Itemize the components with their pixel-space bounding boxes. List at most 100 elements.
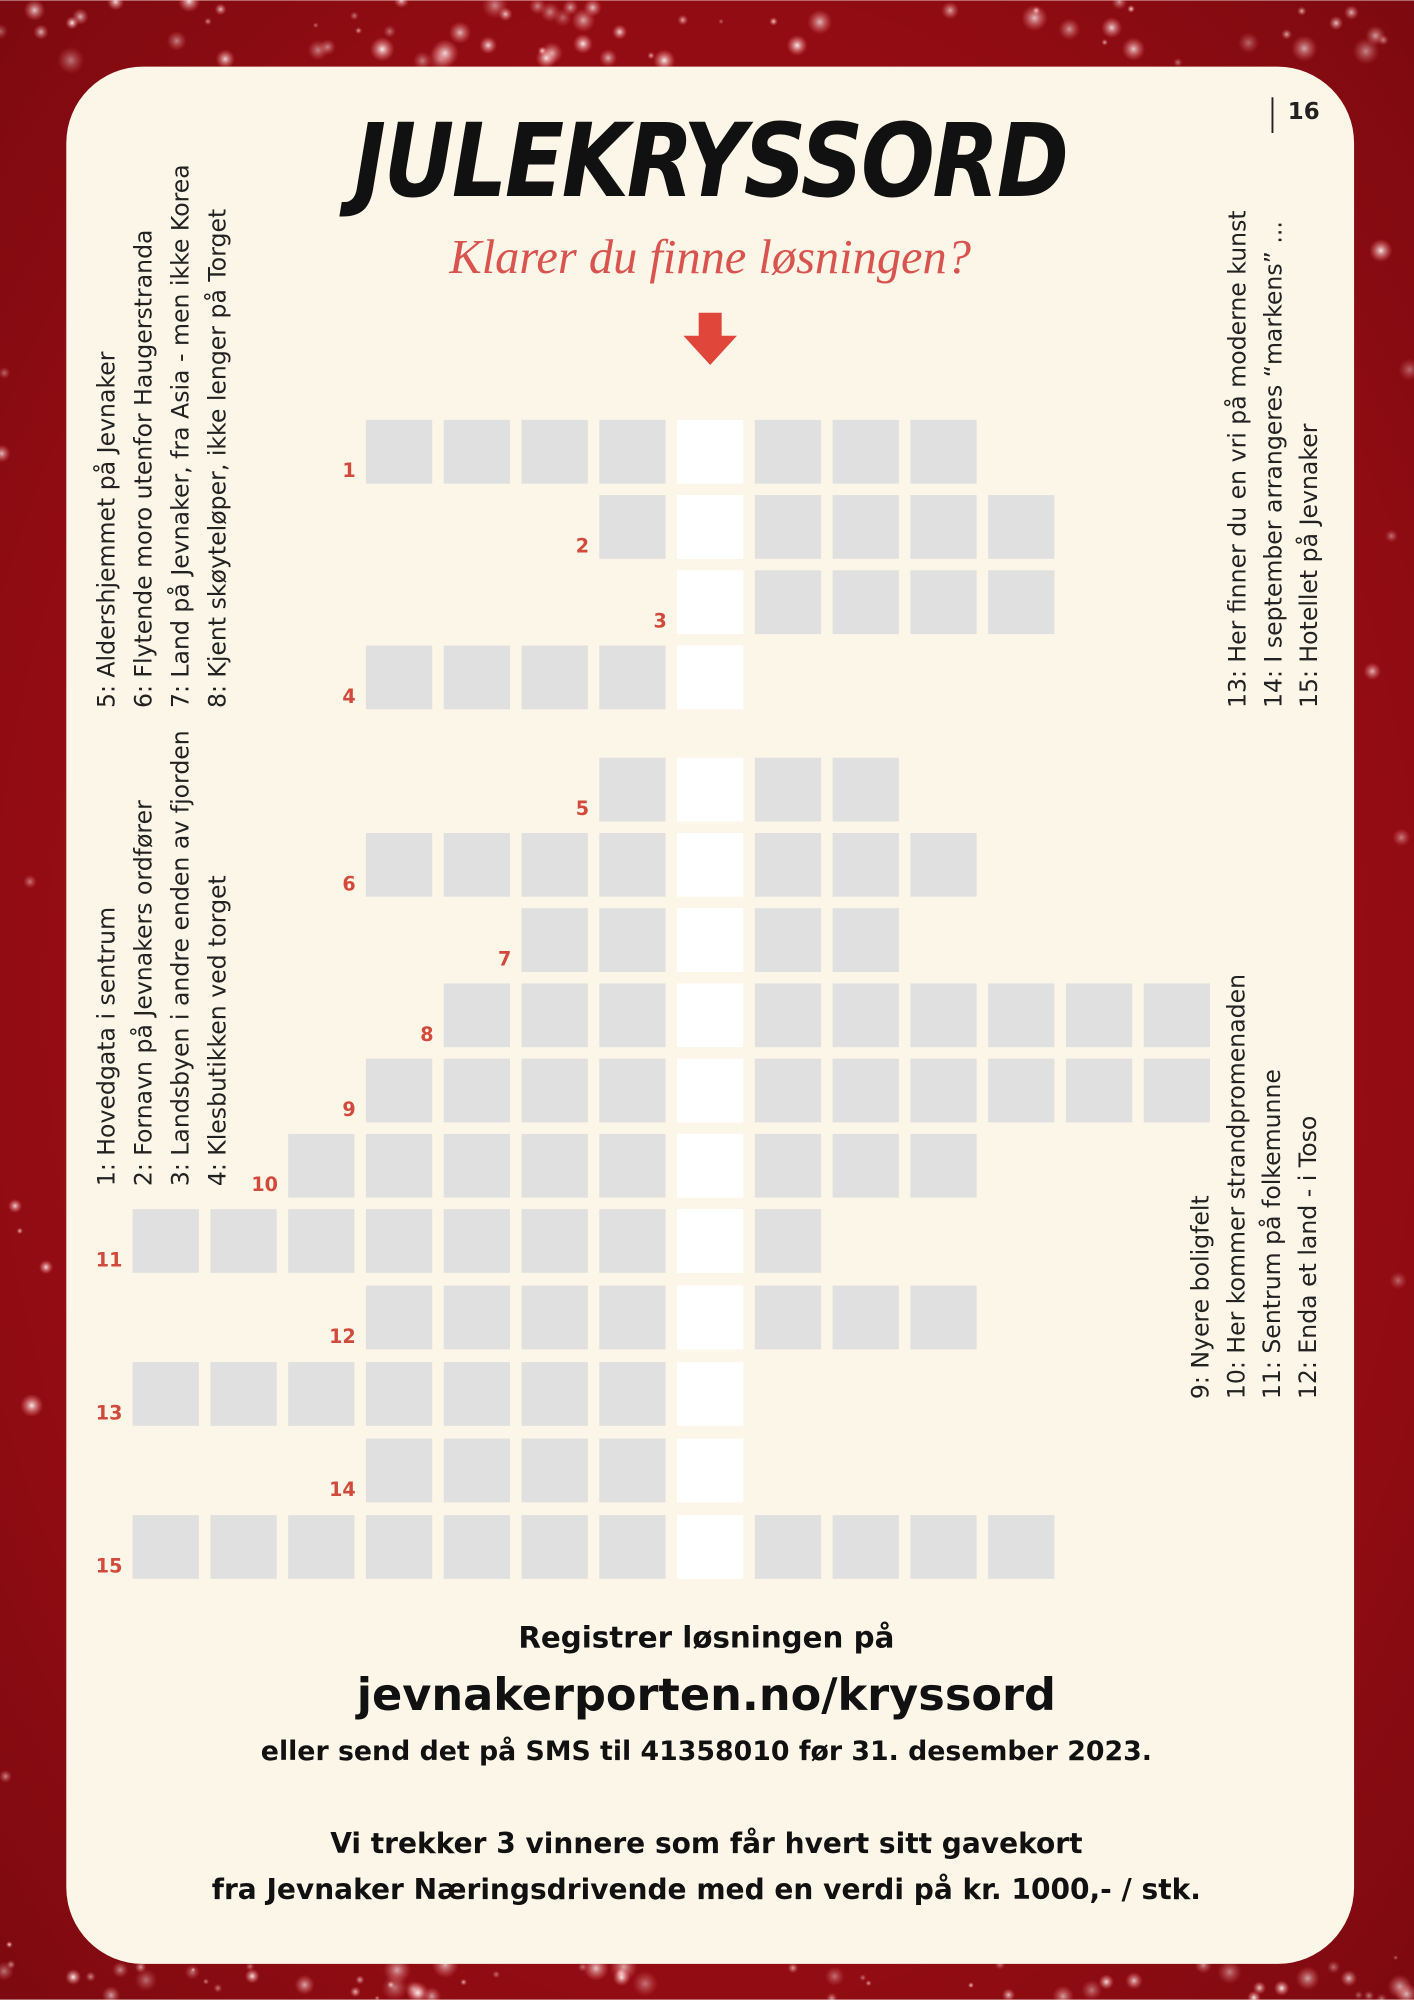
cell	[988, 1515, 1055, 1579]
cell	[754, 1133, 822, 1198]
cell	[832, 1133, 899, 1198]
cell	[754, 419, 822, 484]
bokeh	[460, 1978, 468, 1986]
cell	[988, 983, 1055, 1048]
bokeh	[865, 1979, 872, 1987]
cell	[1143, 1058, 1210, 1123]
bokeh	[1344, 5, 1359, 20]
subtitle: Klarer du finne løsningen?	[448, 231, 971, 284]
bokeh	[374, 1995, 380, 2000]
bokeh	[572, 33, 593, 54]
bokeh	[404, 1980, 422, 1998]
bokeh	[537, 46, 547, 56]
bokeh	[16, 1227, 24, 1235]
title: JULEKRYSSORD	[339, 102, 1066, 220]
cell	[599, 1362, 666, 1426]
solution-cell	[677, 1209, 744, 1273]
cell	[910, 495, 977, 559]
bokeh	[1273, 1980, 1290, 1996]
bokeh	[177, 0, 201, 13]
arrow-down	[683, 312, 737, 366]
cell	[599, 1285, 666, 1350]
cell	[599, 495, 666, 559]
clue-number: 8	[420, 1023, 433, 1046]
clue-number: 4	[342, 685, 355, 708]
bokeh	[677, 14, 689, 26]
bokeh	[1081, 1979, 1103, 2000]
bokeh	[1121, 37, 1146, 61]
bokeh	[294, 1974, 315, 1995]
bokeh	[190, 1967, 196, 1973]
bokeh	[20, 1393, 44, 1418]
cell	[521, 419, 588, 484]
bokeh	[213, 1983, 223, 1993]
bokeh	[215, 49, 235, 69]
bokeh	[529, 0, 547, 15]
clue: 15: Hotellet på Jevnaker	[1295, 423, 1323, 708]
clue-number: 13	[96, 1401, 123, 1424]
bokeh	[492, 1970, 501, 1979]
cell	[599, 832, 666, 897]
clue: 5: Aldershjemmet på Jevnaker	[93, 351, 121, 708]
clue: 3: Landsbyen i andre enden av fjorden	[167, 730, 195, 1186]
bokeh	[134, 1968, 158, 1992]
cell	[910, 419, 977, 484]
cell	[832, 1058, 899, 1123]
bokeh	[355, 1975, 365, 1985]
cell	[365, 1515, 433, 1579]
cell	[988, 495, 1055, 559]
bokeh	[244, 1968, 260, 1984]
bokeh	[1001, 1988, 1016, 2000]
bokeh	[1101, 17, 1123, 39]
bokeh	[599, 48, 618, 67]
bokeh	[33, 24, 49, 40]
bokeh	[1125, 1972, 1143, 1990]
bokeh	[349, 11, 359, 21]
draw-text: Vi trekker 3 vinnere som får hvert sitt …	[330, 1827, 1082, 1860]
bokeh	[1217, 1959, 1242, 1985]
bokeh	[612, 1968, 631, 1987]
bokeh	[0, 444, 11, 463]
register-text: Registrer løsningen på	[518, 1620, 894, 1655]
cell	[1143, 983, 1210, 1048]
bokeh	[214, 3, 227, 16]
bokeh	[1352, 37, 1380, 65]
solution-cell	[677, 983, 744, 1048]
bokeh	[1393, 1955, 1399, 1961]
solution-cell	[677, 570, 744, 635]
cell	[443, 1209, 511, 1273]
bokeh	[1058, 18, 1081, 41]
bokeh	[1052, 1985, 1074, 2000]
cell	[210, 1362, 277, 1426]
cell	[443, 419, 511, 484]
bokeh	[612, 24, 628, 40]
clue: 8: Kjent skøyteløper, ikke lenger på Tor…	[204, 209, 232, 708]
cell	[288, 1209, 355, 1273]
cell	[521, 1515, 588, 1579]
cell	[832, 1285, 899, 1350]
clue: 6: Flytende moro utenfor Haugerstranda	[130, 229, 158, 708]
bokeh	[65, 1969, 82, 1985]
url: jevnakerporten.no/kryssord	[355, 1669, 1056, 1721]
cell	[1065, 1058, 1133, 1123]
cell	[443, 1438, 511, 1503]
bokeh	[1101, 38, 1109, 46]
bokeh	[431, 39, 459, 68]
cell	[832, 757, 899, 822]
clue-number: 3	[654, 610, 667, 633]
cell	[754, 495, 822, 559]
cell	[443, 983, 511, 1048]
bokeh	[412, 51, 432, 71]
bokeh	[1297, 6, 1307, 16]
bokeh	[166, 30, 187, 52]
bokeh	[23, 0, 46, 21]
bokeh	[718, 18, 724, 25]
cell	[599, 1133, 666, 1198]
cell	[210, 1209, 277, 1273]
draw-text: fra Jevnaker Næringsdrivende med en verd…	[212, 1873, 1201, 1906]
solution-cell	[677, 1438, 744, 1503]
bokeh	[1021, 4, 1048, 32]
bokeh	[1389, 1271, 1408, 1290]
cell	[599, 1209, 666, 1273]
